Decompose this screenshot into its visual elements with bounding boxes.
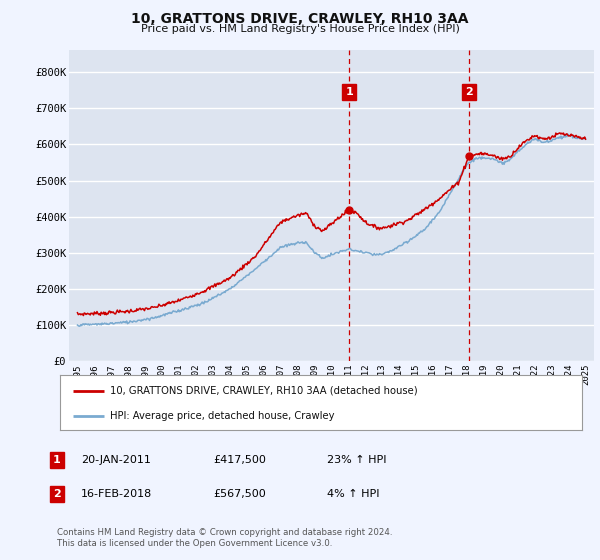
Text: £567,500: £567,500 [213, 489, 266, 499]
Text: Contains HM Land Registry data © Crown copyright and database right 2024.
This d: Contains HM Land Registry data © Crown c… [57, 528, 392, 548]
Text: 2: 2 [465, 87, 473, 97]
Text: 16-FEB-2018: 16-FEB-2018 [81, 489, 152, 499]
Text: 1: 1 [53, 455, 61, 465]
Text: £417,500: £417,500 [213, 455, 266, 465]
Text: Price paid vs. HM Land Registry's House Price Index (HPI): Price paid vs. HM Land Registry's House … [140, 24, 460, 34]
Text: 2: 2 [53, 489, 61, 499]
Text: 20-JAN-2011: 20-JAN-2011 [81, 455, 151, 465]
Text: HPI: Average price, detached house, Crawley: HPI: Average price, detached house, Craw… [110, 412, 334, 421]
Text: 10, GRATTONS DRIVE, CRAWLEY, RH10 3AA (detached house): 10, GRATTONS DRIVE, CRAWLEY, RH10 3AA (d… [110, 386, 417, 395]
Text: 23% ↑ HPI: 23% ↑ HPI [327, 455, 386, 465]
Text: 1: 1 [346, 87, 353, 97]
Text: 4% ↑ HPI: 4% ↑ HPI [327, 489, 380, 499]
Text: 10, GRATTONS DRIVE, CRAWLEY, RH10 3AA: 10, GRATTONS DRIVE, CRAWLEY, RH10 3AA [131, 12, 469, 26]
